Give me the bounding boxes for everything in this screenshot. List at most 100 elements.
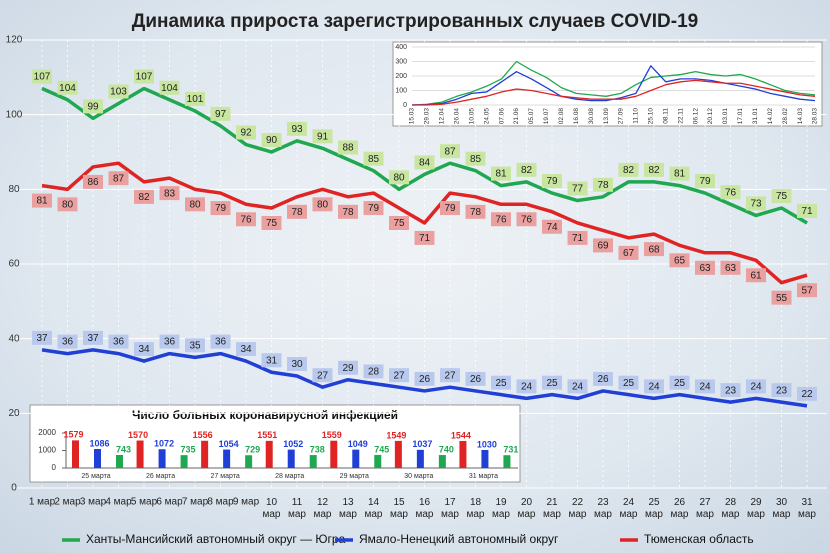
data-label-box [414,371,435,386]
data-label-box [389,368,409,383]
data-label: 68 [648,244,660,255]
x-tick-label-line: мар [288,509,306,520]
x-tick-label: 30.08 [588,108,595,125]
x-tick-label: 6 мар [156,497,183,508]
bar [158,449,166,468]
y-tick-label: 20 [8,408,20,419]
bar [136,440,144,468]
x-tick-label-line: мар [467,509,485,520]
data-label-box [185,91,205,106]
data-label: 78 [342,207,354,218]
data-label-box [465,371,486,386]
data-label-box [32,330,52,345]
x-tick-label: 15 мар [390,497,408,520]
data-label-box [542,375,562,390]
data-label-box [771,189,792,203]
x-tick-label: 28.02 [782,108,789,125]
data-label: 79 [368,203,380,214]
data-label-box [159,80,180,95]
data-label: 34 [138,344,150,355]
data-label: 1570 [128,430,148,440]
x-tick-label: 11 мар [288,497,306,520]
data-label-box [210,334,231,349]
data-label-box [720,383,741,398]
data-label: 1052 [283,439,303,449]
data-label-box [363,151,384,166]
bar [330,440,338,468]
bar [374,454,382,468]
x-tick-label: 15.03 [409,108,416,125]
inset-title: Число больных коронавирусной инфекцией [132,408,398,422]
x-tick-label: 19 мар [492,497,510,520]
x-tick-label: 26 мар [671,497,689,520]
data-label: 738 [310,444,325,454]
x-tick-label: 30 мар [773,497,791,520]
data-label-box [159,334,180,349]
data-label-box [440,368,460,383]
data-label: 36 [215,337,227,348]
data-label: 1049 [348,439,368,449]
x-tick-label: 28.03 [812,108,819,125]
x-tick-label-line: 29 [750,497,762,508]
y-tick-label: 80 [8,184,20,195]
data-label-box [57,197,78,212]
data-label-box [593,177,613,192]
data-label-box [389,216,409,230]
data-label-box [108,84,129,99]
data-label: 26 [597,374,609,385]
data-label-box [516,212,537,227]
data-label: 80 [62,199,74,210]
data-label: 71 [419,233,431,244]
x-tick-label: 1 мар [29,497,56,508]
data-label-box [593,371,613,386]
data-label: 31 [266,355,278,366]
data-label-box [542,174,562,189]
data-label-box [389,170,409,185]
data-label: 731 [503,445,518,455]
data-label: 97 [215,109,227,120]
data-label: 75 [776,191,788,202]
data-label: 103 [110,87,127,98]
data-label: 1086 [89,438,109,448]
data-label: 61 [750,270,762,281]
x-tick-label: 24 мар [620,497,638,520]
x-tick-label: 30 марта [404,473,433,480]
data-label-box [414,230,435,245]
x-tick-label: 31.01 [752,108,759,125]
legend-label: Ямало-Ненецкий автономный округ [359,532,559,546]
data-label: 36 [113,337,125,348]
data-label: 82 [623,165,635,176]
x-tick-label: 03.01 [722,108,729,125]
y-tick-label: 40 [8,333,20,344]
x-tick-label: 31 марта [469,473,498,480]
bar [481,449,489,468]
x-tick-label-line: мар [671,509,689,520]
x-tick-label: 12 мар [314,497,332,520]
data-label: 76 [521,214,533,225]
data-label: 22 [801,389,813,400]
data-label: 24 [750,382,762,393]
data-label-box [134,189,154,204]
data-label-box [185,197,205,212]
data-label: 24 [572,382,584,393]
data-label: 80 [189,199,201,210]
data-label-box [83,174,103,189]
series-line [41,86,808,225]
data-label: 107 [34,72,51,83]
data-label-box [159,186,180,201]
x-tick-label: 18 мар [467,497,485,520]
x-tick-label-line: мар [747,509,765,520]
x-tick-label: 16.08 [573,108,580,125]
data-label: 85 [368,154,380,165]
data-label-box [287,357,307,371]
x-tick-label: 25 мар [645,497,663,520]
data-label: 1556 [193,430,213,440]
data-label: 36 [62,337,74,348]
x-tick-label: 07.06 [498,108,505,125]
data-label: 99 [87,102,99,113]
x-tick-label-line: 25 [648,497,660,508]
data-label: 23 [725,385,737,396]
bar [180,455,188,468]
data-label: 24 [648,382,660,393]
data-label: 35 [189,340,201,351]
